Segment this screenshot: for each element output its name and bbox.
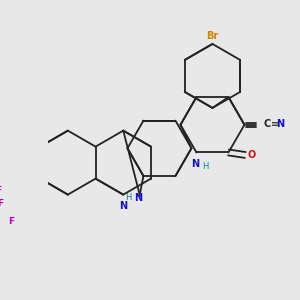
Text: H: H [202, 162, 208, 171]
Text: O: O [248, 150, 256, 160]
Text: ≡: ≡ [271, 119, 279, 129]
Text: Br: Br [206, 32, 219, 41]
Text: F: F [0, 186, 2, 195]
Text: C: C [264, 119, 271, 129]
Text: N: N [191, 159, 199, 169]
Text: F: F [0, 200, 3, 208]
Text: N: N [119, 201, 127, 211]
Text: N: N [276, 119, 285, 129]
Text: H: H [125, 194, 132, 202]
Text: F: F [8, 217, 15, 226]
Text: N: N [134, 193, 142, 203]
